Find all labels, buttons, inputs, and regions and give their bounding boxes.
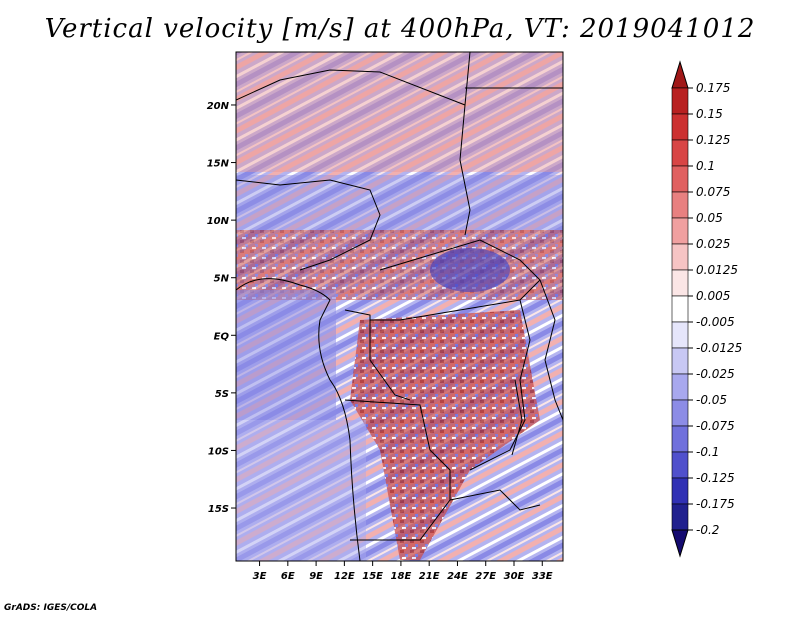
colorbar-label: -0.2 <box>696 523 719 537</box>
colorbar-label: 0.05 <box>696 211 723 225</box>
lat-label: EQ <box>214 331 230 342</box>
coastline-west-africa <box>236 278 361 561</box>
country-borders <box>236 52 563 561</box>
colorbar-swatch <box>671 295 689 323</box>
colorbar-swatch <box>671 503 689 531</box>
field-congo-convection <box>350 310 540 560</box>
lon-label: 24E <box>447 571 468 582</box>
lat-label: 15N <box>207 159 230 170</box>
colorbar-label: 0.175 <box>696 81 730 95</box>
colorbar-swatch <box>671 139 689 167</box>
colorbar-label: 0.005 <box>696 289 730 303</box>
colorbar-swatch <box>671 243 689 271</box>
colorbar-swatch <box>671 165 689 193</box>
colorbar-label: 0.0125 <box>696 263 738 277</box>
lon-label: 9E <box>309 571 323 582</box>
lat-label: 5N <box>214 274 230 285</box>
colorbar-max-arrow <box>671 60 689 89</box>
border-zambia <box>449 489 541 511</box>
colorbar-swatch <box>671 191 689 219</box>
colorbar-label: 0.075 <box>696 185 730 199</box>
colorbar-swatch <box>671 217 689 245</box>
lon-label: 12E <box>334 571 355 582</box>
lon-label: 18E <box>391 571 412 582</box>
lon-label: 21E <box>419 571 440 582</box>
colorbar-label: -0.125 <box>696 471 735 485</box>
colorbar-label: 0.1 <box>696 159 715 173</box>
field-sahel-negative <box>236 175 563 230</box>
lat-label: 15S <box>208 504 229 515</box>
latitude-axis: 20N 15N 10N 5N EQ 5S 10S 15S <box>207 101 236 515</box>
border-nigeria <box>236 179 381 271</box>
border-angola <box>344 399 451 541</box>
border-chad-sudan <box>464 52 471 106</box>
field-south-atlantic <box>236 420 366 561</box>
colorbar-label: -0.075 <box>696 419 735 433</box>
field-convective-band <box>236 230 563 300</box>
colorbar-swatch <box>671 399 689 427</box>
lake-tanganyika <box>511 379 523 456</box>
colorbar-label: 0.125 <box>696 133 730 147</box>
grads-credit: GrADS: IGES/COLA <box>4 603 98 613</box>
map-title: Vertical velocity [m/s] at 400hPa, VT: 2… <box>44 14 756 44</box>
border-east-africa <box>539 279 563 421</box>
border-congo-drc <box>344 309 411 401</box>
lat-label: 20N <box>207 101 230 112</box>
colorbar-label: -0.025 <box>696 367 735 381</box>
lon-label: 27E <box>475 571 496 582</box>
colorbar-swatch <box>671 321 689 349</box>
colorbar-label: -0.05 <box>696 393 727 407</box>
plot-frame <box>235 51 564 562</box>
longitude-axis: 3E 6E 9E 12E 15E 18E 21E 24E 27E 30E 33E <box>253 561 553 582</box>
colorbar-min-arrow <box>671 529 689 558</box>
border-niger-chad <box>236 69 471 236</box>
colorbar-label: -0.1 <box>696 445 719 459</box>
colorbar-swatch <box>671 347 689 375</box>
field-gulf-negative <box>236 290 336 420</box>
velocity-field <box>236 52 563 561</box>
colorbar-swatch <box>671 373 689 401</box>
lat-label: 10S <box>208 446 229 457</box>
field-cameroon-negative <box>430 248 510 292</box>
lat-label: 5S <box>215 389 229 400</box>
colorbar-swatch <box>671 451 689 479</box>
lon-label: 6E <box>281 571 295 582</box>
colorbar-swatch <box>671 113 689 141</box>
colorbar-label: 0.15 <box>696 107 723 121</box>
colorbar-label: -0.175 <box>696 497 735 511</box>
colorbar-swatch <box>671 269 689 297</box>
border-drc-east <box>469 299 531 471</box>
lon-label: 33E <box>532 571 553 582</box>
lat-label: 10N <box>207 216 230 227</box>
field-north-positive <box>236 52 563 172</box>
colorbar-label: 0.025 <box>696 237 730 251</box>
colorbar-swatch <box>671 477 689 505</box>
colorbar-swatch <box>671 87 689 115</box>
colorbar-label: -0.005 <box>696 315 735 329</box>
colorbar-swatch <box>671 425 689 453</box>
lon-label: 30E <box>504 571 525 582</box>
colorbar-label: -0.0125 <box>696 341 742 355</box>
lon-label: 15E <box>362 571 383 582</box>
colorbar: 0.175 0.15 0.125 0.1 0.075 0.05 0.025 0.0125 0.0… <box>671 60 742 558</box>
lon-label: 3E <box>253 571 267 582</box>
